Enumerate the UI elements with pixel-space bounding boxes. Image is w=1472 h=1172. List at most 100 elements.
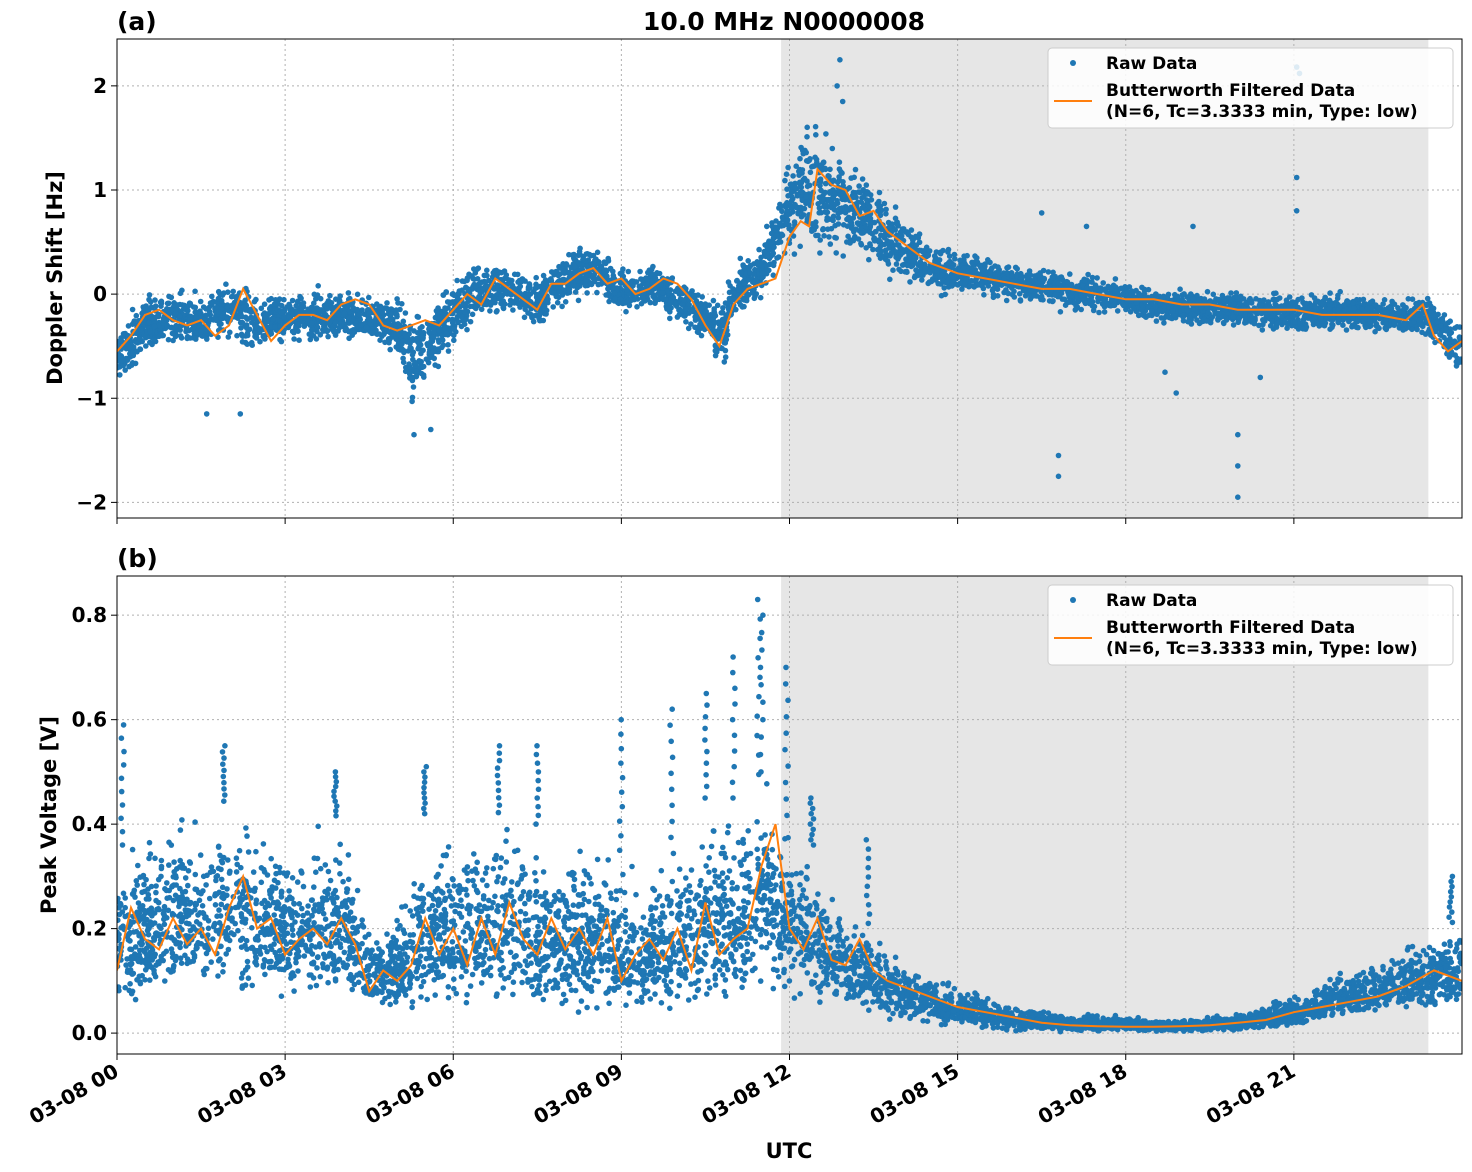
raw-data-point <box>463 316 469 323</box>
raw-data-point <box>1196 297 1203 303</box>
raw-data-point <box>170 337 176 344</box>
raw-data-point <box>533 274 539 281</box>
raw-data-point <box>876 189 883 196</box>
raw-data-point <box>946 259 952 266</box>
raw-data-point <box>253 335 260 341</box>
raw-data-point <box>785 193 791 199</box>
raw-data-point <box>478 289 485 296</box>
raw-data-point <box>905 231 912 238</box>
raw-data-point <box>187 300 194 307</box>
raw-data-point <box>714 302 721 309</box>
raw-data-point <box>451 292 458 299</box>
raw-data-point <box>366 310 373 317</box>
raw-data-point <box>800 150 807 157</box>
raw-data-point <box>1082 300 1089 306</box>
raw-data-point <box>722 347 729 354</box>
raw-data-point <box>840 183 846 189</box>
raw-data-point <box>532 285 538 292</box>
raw-data-point <box>359 307 365 313</box>
raw-data-point <box>826 234 832 240</box>
raw-data-point <box>156 333 162 340</box>
raw-data-point <box>1118 285 1124 292</box>
raw-data-point <box>720 305 726 311</box>
raw-data-point <box>1360 296 1367 303</box>
raw-data-point <box>284 304 291 310</box>
raw-data-point <box>1446 341 1452 348</box>
raw-data-point <box>747 262 754 269</box>
raw-data-point <box>738 269 744 276</box>
raw-data-point <box>349 332 356 339</box>
raw-data-point <box>413 368 419 374</box>
figure-title: 10.0 MHz N0000008 <box>643 7 925 36</box>
raw-data-point <box>1050 275 1056 281</box>
raw-data-point <box>886 239 893 245</box>
raw-data-point <box>832 207 838 213</box>
raw-data-point <box>509 277 515 284</box>
raw-data-point <box>827 166 833 173</box>
raw-data-point <box>456 291 462 297</box>
raw-data-point <box>887 276 893 283</box>
raw-data-point <box>1259 327 1266 333</box>
raw-data-point <box>117 372 123 378</box>
raw-data-point <box>436 328 443 335</box>
raw-data-point <box>169 330 176 337</box>
raw-data-point <box>822 189 828 196</box>
raw-data-point <box>634 296 641 302</box>
raw-data-point <box>393 311 399 317</box>
raw-data-point <box>400 318 407 325</box>
raw-data-point <box>1235 319 1241 326</box>
raw-data-point <box>548 276 554 282</box>
raw-data-point <box>400 338 406 344</box>
raw-data-point <box>801 205 808 212</box>
raw-data-point <box>117 353 122 359</box>
raw-data-point <box>605 255 611 262</box>
raw-data-point <box>1326 305 1332 312</box>
raw-data-point <box>484 267 490 274</box>
raw-data-point <box>1405 296 1412 302</box>
raw-data-point <box>299 307 305 313</box>
raw-data-point <box>656 270 663 277</box>
raw-data-point <box>192 304 199 311</box>
raw-data-point <box>1381 297 1388 303</box>
raw-data-point <box>940 247 946 254</box>
raw-data-point <box>126 363 132 370</box>
raw-data-point <box>835 215 842 221</box>
raw-data-point <box>1345 299 1352 305</box>
raw-data-point <box>893 254 899 260</box>
raw-data-point <box>843 207 849 213</box>
raw-data-point <box>146 296 152 303</box>
raw-data-point <box>350 316 356 323</box>
raw-data-point <box>1045 269 1052 275</box>
raw-data-point <box>981 292 987 298</box>
raw-data-point <box>416 358 423 364</box>
raw-data-point <box>851 235 858 241</box>
raw-data-point <box>830 217 836 224</box>
raw-data-point <box>601 269 608 275</box>
raw-data-point <box>741 281 748 287</box>
raw-data-point <box>706 302 712 309</box>
raw-data-point <box>1120 290 1126 297</box>
raw-data-point <box>688 306 694 313</box>
raw-data-point <box>1157 307 1163 313</box>
panel-a-ylabel: Doppler Shift [Hz] <box>43 171 67 385</box>
raw-data-point <box>1035 280 1041 287</box>
raw-data-point <box>829 145 836 152</box>
raw-data-point <box>892 204 899 210</box>
raw-data-point <box>615 300 622 307</box>
raw-data-point <box>343 325 349 332</box>
raw-data-point <box>1409 296 1416 303</box>
raw-data-point <box>876 204 882 210</box>
raw-data-point <box>1216 296 1222 303</box>
raw-data-point <box>1284 325 1290 332</box>
raw-data-point <box>442 324 449 331</box>
raw-data-point <box>197 298 204 305</box>
raw-data-point <box>152 303 159 309</box>
raw-data-point <box>863 245 869 251</box>
raw-data-point <box>146 292 153 298</box>
raw-data-point <box>1228 290 1234 296</box>
raw-data-point <box>866 204 873 210</box>
raw-data-point <box>816 194 823 201</box>
raw-data-point <box>410 384 417 390</box>
raw-data-point <box>811 227 817 233</box>
